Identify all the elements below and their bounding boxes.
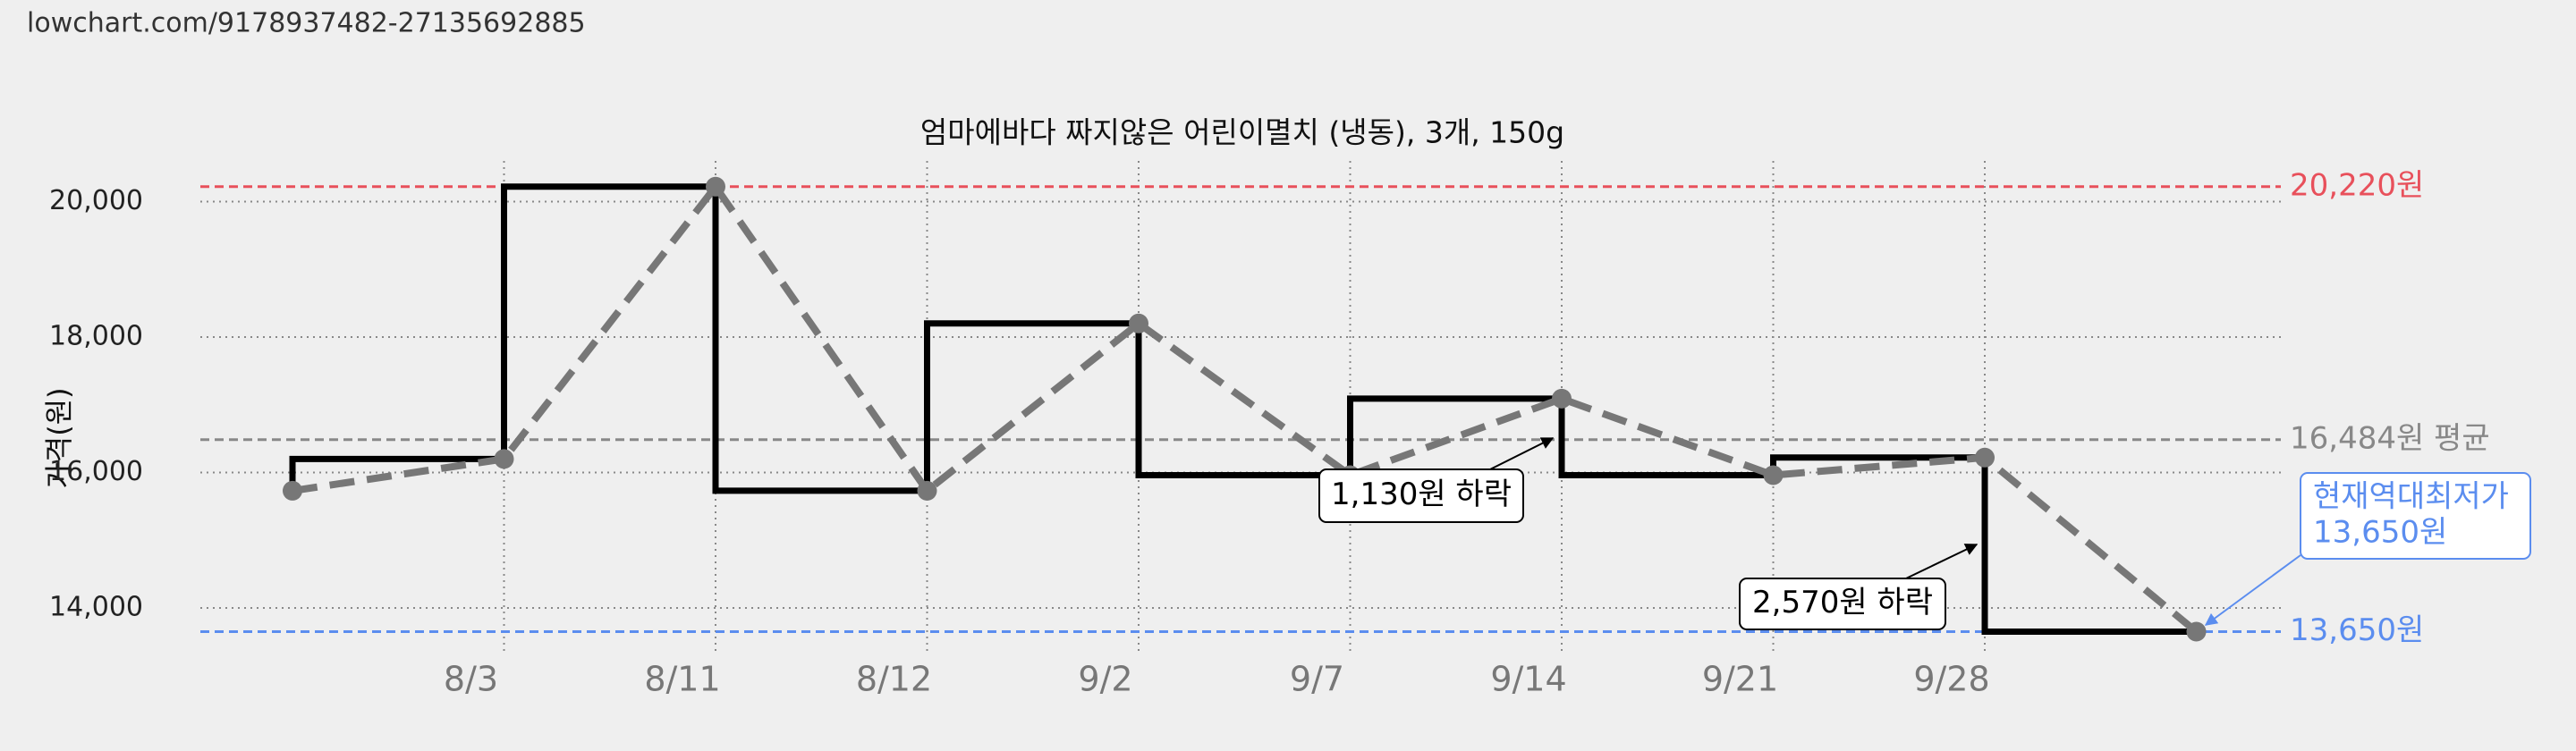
point [283,480,302,501]
reference-label: 13,650원 [2290,612,2424,648]
reference-label: 20,220원 [2290,167,2424,203]
point [494,449,514,469]
reference-label: 16,484원 평균 [2290,420,2490,456]
y-tick-label: 16,000 [49,456,143,487]
y-axis-label: 가격(원) [42,387,76,488]
point [2186,621,2207,642]
point [706,176,725,197]
point [917,480,937,501]
x-tick-label: 9/21 [1702,660,1778,699]
x-tick-label: 9/2 [1078,660,1132,699]
x-tick-label: 9/28 [1913,660,1989,699]
annotation-arrow [2204,554,2301,626]
point [1975,447,1995,468]
trend-line [292,181,2199,635]
x-tick-label: 8/3 [444,660,498,699]
x-tick-label: 9/7 [1290,660,1344,699]
chart-title: 엄마에바다 짜지않은 어린이멸치 (냉동), 3개, 150g [920,115,1564,150]
annotation-text: 현재역대최저가 [2313,479,2509,515]
annotation-arrow [1486,437,1555,472]
annotation-text: 1,130원 하락 [1331,477,1512,512]
annotation-box [1318,468,1524,523]
point [1552,388,1572,409]
annotation-text: 2,570원 하락 [1752,585,1933,620]
point [1129,313,1148,333]
point [1763,465,1784,485]
url: lowchart.com/9178937482-27135692885 [27,8,586,39]
x-tick-label: 9/14 [1490,660,1566,699]
y-tick-label: 14,000 [49,591,143,622]
annotation-arrow [1905,544,1979,579]
annotation-text: 13,650원 [2313,515,2447,551]
y-tick-label: 20,000 [49,185,143,216]
x-tick-label: 8/12 [856,660,932,699]
annotation-box [1739,578,1946,630]
y-tick-label: 18,000 [49,320,143,351]
x-tick-label: 8/11 [644,660,720,699]
annotation-box [2300,472,2531,560]
